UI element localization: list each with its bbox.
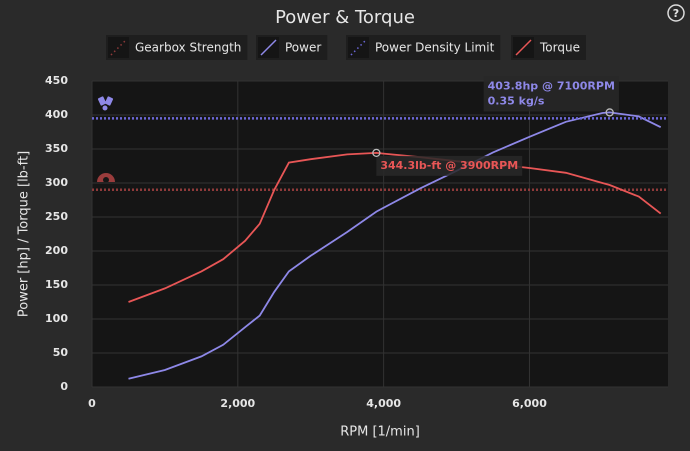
legend-label: Torque	[539, 41, 580, 55]
y-tick-label: 50	[53, 346, 69, 359]
y-tick-label: 250	[45, 210, 68, 223]
legend-item: Power Density Limit	[346, 35, 501, 60]
series-line	[128, 111, 662, 380]
x-tick-label: 4,000	[366, 397, 401, 410]
annotation-marker	[605, 108, 614, 117]
annotation-background	[483, 76, 619, 112]
annotation: 344.3lb-ft @ 3900RPM	[376, 155, 523, 176]
annotation: 403.8hp @ 7100RPM 0.35 kg/s	[483, 76, 619, 112]
y-tick-label: 450	[45, 74, 68, 87]
y-axis-title: Power [hp] / Torque [lb-ft]	[17, 151, 32, 317]
help-button[interactable]: ?	[667, 4, 685, 22]
help-icon[interactable]: ?	[673, 7, 679, 20]
legend-swatch	[260, 39, 277, 56]
legend-item: Power	[256, 35, 328, 60]
y-tick-label: 100	[45, 312, 68, 325]
annotation-text: 403.8hp @ 7100RPM	[488, 79, 615, 92]
y-tick-label: 150	[45, 278, 68, 291]
gear-icon	[97, 173, 115, 183]
legend-item: Gearbox Strength	[106, 35, 248, 60]
y-tick-label: 350	[45, 142, 68, 155]
x-tick-label: 2,000	[220, 397, 255, 410]
annotation-text: 0.35 kg/s	[488, 94, 545, 107]
chart-title: Power & Torque	[275, 7, 415, 28]
x-axis-title: RPM [1/min]	[340, 425, 420, 440]
legend-box	[346, 35, 501, 60]
annotation-text: 344.3lb-ft @ 3900RPM	[380, 159, 518, 172]
annotation-background	[376, 155, 523, 176]
piston-icon	[97, 96, 114, 111]
series-line	[128, 151, 662, 303]
y-tick-label: 300	[45, 176, 68, 189]
plot-area	[92, 81, 668, 387]
y-tick-label: 0	[60, 380, 68, 393]
legend-box	[106, 35, 248, 60]
x-tick-label: 0	[88, 397, 96, 410]
x-tick-label: 6,000	[512, 397, 547, 410]
annotation-marker	[372, 148, 381, 158]
y-tick-label: 200	[45, 244, 68, 257]
legend-label: Power Density Limit	[375, 41, 495, 55]
legend-label: Gearbox Strength	[135, 41, 241, 55]
help-circle[interactable]	[667, 4, 685, 22]
legend-label: Power	[285, 41, 321, 55]
legend-swatch	[515, 39, 532, 56]
legend-item: Torque	[511, 35, 586, 60]
y-tick-label: 400	[45, 108, 68, 121]
